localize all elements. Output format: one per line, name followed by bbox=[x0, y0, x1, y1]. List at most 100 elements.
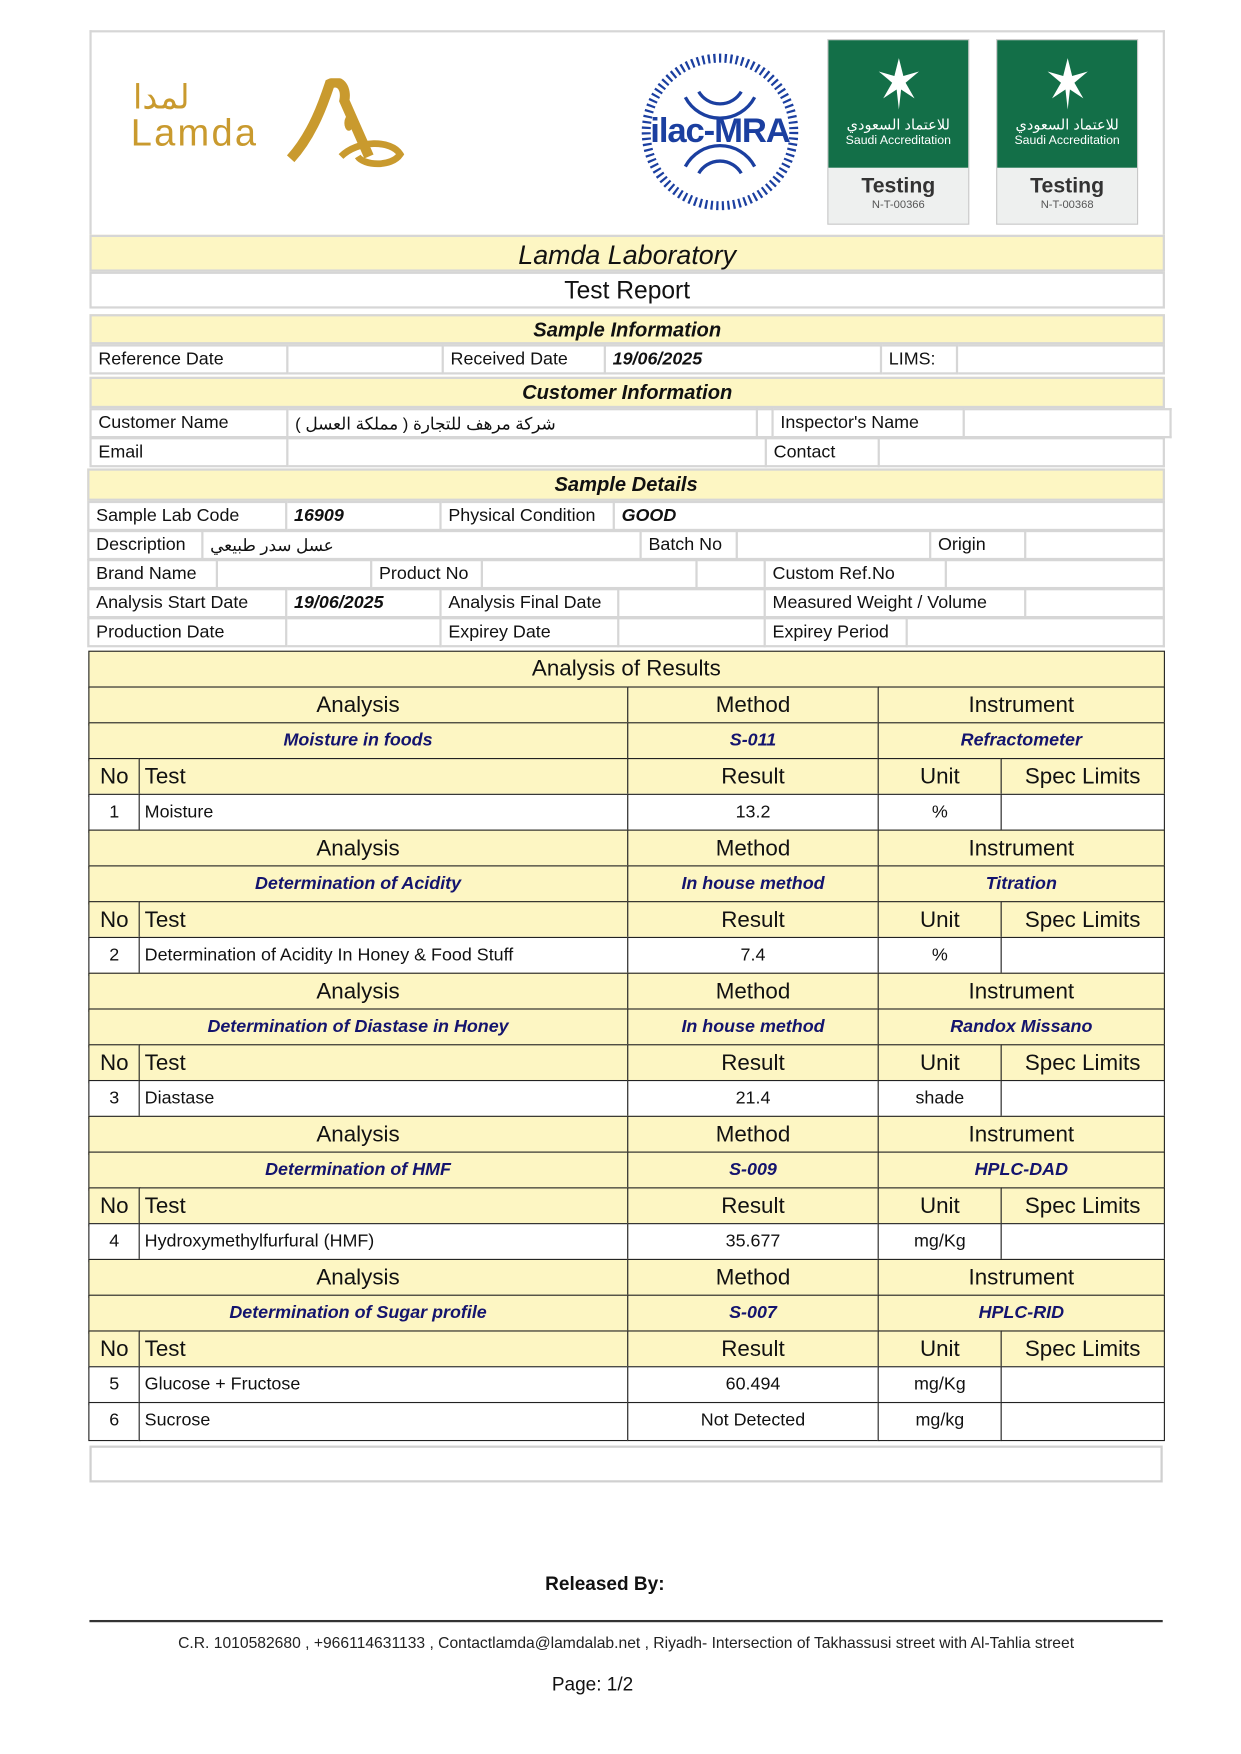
method-header: Method bbox=[626, 829, 880, 869]
analysis-subject-row: Moisture in foods S-011 Refractometer bbox=[87, 722, 1165, 761]
ilac-text: ilac-MRA bbox=[650, 110, 790, 150]
instrument-name: HPLC-RID bbox=[877, 1294, 1165, 1334]
test-header-row: No Test Result Unit Spec Limits bbox=[87, 758, 1165, 797]
lamda-logo: لمدا Lamda bbox=[129, 78, 420, 168]
test-header: Test bbox=[139, 901, 629, 940]
test-row: 3 Diastase 21.4 shade bbox=[87, 1079, 1165, 1119]
footer-contact: C.R. 1010582680 , +966114631133 , Contac… bbox=[178, 1633, 1075, 1652]
test-row: 4 Hydroxymethylfurfural (HMF) 35.677 mg/Kg bbox=[87, 1223, 1165, 1262]
field-label: Email bbox=[89, 437, 289, 468]
instrument-name: HPLC-DAD bbox=[877, 1151, 1165, 1191]
test-spec-limits bbox=[1000, 1401, 1165, 1441]
empty-field bbox=[907, 617, 1165, 648]
field-label: Inspector's Name bbox=[773, 408, 965, 439]
unit-header: Unit bbox=[877, 1330, 1003, 1369]
method-name: S-009 bbox=[626, 1151, 880, 1191]
test-no: 1 bbox=[87, 793, 141, 833]
field-label: Analysis Start Date bbox=[87, 588, 288, 619]
test-name: Diastase bbox=[139, 1079, 629, 1119]
instrument-header: Instrument bbox=[877, 686, 1165, 726]
unit-header: Unit bbox=[877, 758, 1003, 797]
test-result: 35.677 bbox=[626, 1223, 880, 1262]
spec-limits-header: Spec Limits bbox=[1000, 1044, 1165, 1083]
empty-field bbox=[964, 408, 1172, 439]
analysis-name: Determination of Acidity bbox=[87, 865, 629, 904]
result-header: Result bbox=[626, 1044, 880, 1083]
test-no: 2 bbox=[87, 936, 141, 976]
badge-arabic: للاعتماد السعودي bbox=[846, 116, 950, 134]
analysis-header: Analysis bbox=[87, 829, 629, 869]
test-spec-limits bbox=[1000, 1366, 1165, 1405]
test-header: Test bbox=[139, 1187, 629, 1226]
report-title: Test Report bbox=[564, 276, 691, 305]
test-row: 6 Sucrose Not Detected mg/kg bbox=[87, 1401, 1165, 1441]
analysis-header: Analysis bbox=[87, 686, 629, 726]
analysis-header-row: Analysis Method Instrument bbox=[87, 1258, 1165, 1298]
badge-code: N-T-00366 bbox=[871, 199, 925, 212]
badge-type: Testing bbox=[861, 174, 936, 198]
field-label: Batch No bbox=[641, 529, 738, 561]
empty-field bbox=[288, 344, 444, 375]
test-unit: mg/kg bbox=[877, 1401, 1003, 1441]
lab-title-band: Lamda Laboratory bbox=[89, 234, 1165, 272]
badge-arabic: للاعتماد السعودي bbox=[1015, 116, 1119, 134]
method-name: In house method bbox=[626, 865, 880, 904]
method-name: S-011 bbox=[626, 722, 880, 761]
analysis-header: Analysis bbox=[87, 1258, 629, 1298]
star-emblem-icon bbox=[878, 58, 919, 110]
lab-title: Lamda Laboratory bbox=[518, 240, 737, 271]
test-spec-limits bbox=[1000, 1223, 1165, 1262]
empty-field bbox=[737, 529, 932, 561]
analysis-name: Moisture in foods bbox=[87, 722, 629, 761]
method-header: Method bbox=[626, 686, 880, 726]
empty-field bbox=[958, 344, 1165, 375]
analysis-name: Determination of Diastase in Honey bbox=[87, 1008, 629, 1048]
empty-field bbox=[218, 559, 373, 590]
test-header-row: No Test Result Unit Spec Limits bbox=[87, 1044, 1165, 1083]
field-label: Brand Name bbox=[87, 559, 219, 590]
result-header: Result bbox=[626, 758, 880, 797]
test-row: 1 Moisture 13.2% bbox=[87, 793, 1165, 833]
instrument-header: Instrument bbox=[877, 972, 1165, 1012]
test-name: Hydroxymethylfurfural (HMF) bbox=[139, 1223, 629, 1262]
method-header: Method bbox=[626, 1258, 880, 1298]
empty-field bbox=[758, 408, 774, 439]
test-header-row: No Test Result Unit Spec Limits bbox=[87, 1187, 1165, 1226]
empty-field bbox=[1026, 588, 1165, 619]
spec-limits-header: Spec Limits bbox=[1000, 1330, 1165, 1369]
results-heading-row: Analysis of Results bbox=[87, 650, 1165, 689]
field-label: Measured Weight / Volume bbox=[765, 588, 1027, 619]
test-name: Moisture bbox=[139, 793, 629, 833]
instrument-name: Randox Missano bbox=[877, 1008, 1165, 1048]
badge-top: للاعتماد السعودي Saudi Accreditation bbox=[997, 40, 1138, 168]
info-row: Production Date Expirey Date Expirey Perio… bbox=[87, 617, 1165, 648]
analysis-header: Analysis bbox=[87, 972, 629, 1012]
header-box bbox=[89, 30, 1165, 235]
field-value: 19/06/2025 bbox=[605, 344, 883, 375]
instrument-header: Instrument bbox=[877, 1115, 1165, 1155]
info-row: Description عسل سدر طبيعي Batch No Origin bbox=[87, 529, 1165, 561]
empty-field bbox=[482, 559, 698, 590]
analysis-subject-row: Determination of HMF S-009 HPLC-DAD bbox=[87, 1151, 1165, 1191]
analysis-header-row: Analysis Method Instrument bbox=[87, 1115, 1165, 1155]
test-header: Test bbox=[139, 1330, 629, 1369]
instrument-header: Instrument bbox=[877, 829, 1165, 869]
analysis-subject-row: Determination of Acidity In house method T… bbox=[87, 865, 1165, 904]
test-unit: % bbox=[877, 793, 1003, 833]
sample-details-heading: Sample Details bbox=[87, 468, 1165, 501]
badge-english: Saudi Accreditation bbox=[845, 134, 951, 148]
no-header: No bbox=[87, 1187, 141, 1226]
saudi-accreditation-badge: للاعتماد السعودي Saudi Accreditation Tes… bbox=[827, 39, 970, 225]
info-row: Email Contact bbox=[89, 437, 1165, 468]
field-label: Received Date bbox=[443, 344, 606, 375]
test-unit: shade bbox=[877, 1079, 1003, 1119]
field-label: Origin bbox=[931, 529, 1027, 561]
test-header-row: No Test Result Unit Spec Limits bbox=[87, 901, 1165, 940]
test-header-row: No Test Result Unit Spec Limits bbox=[87, 1330, 1165, 1369]
logo-english: Lamda bbox=[130, 111, 259, 155]
method-name: In house method bbox=[626, 1008, 880, 1048]
field-value: 19/06/2025 bbox=[287, 588, 442, 619]
released-by: Released By: bbox=[545, 1573, 665, 1595]
badge-top: للاعتماد السعودي Saudi Accreditation bbox=[828, 40, 969, 168]
analysis-name: Determination of Sugar profile bbox=[87, 1294, 629, 1334]
